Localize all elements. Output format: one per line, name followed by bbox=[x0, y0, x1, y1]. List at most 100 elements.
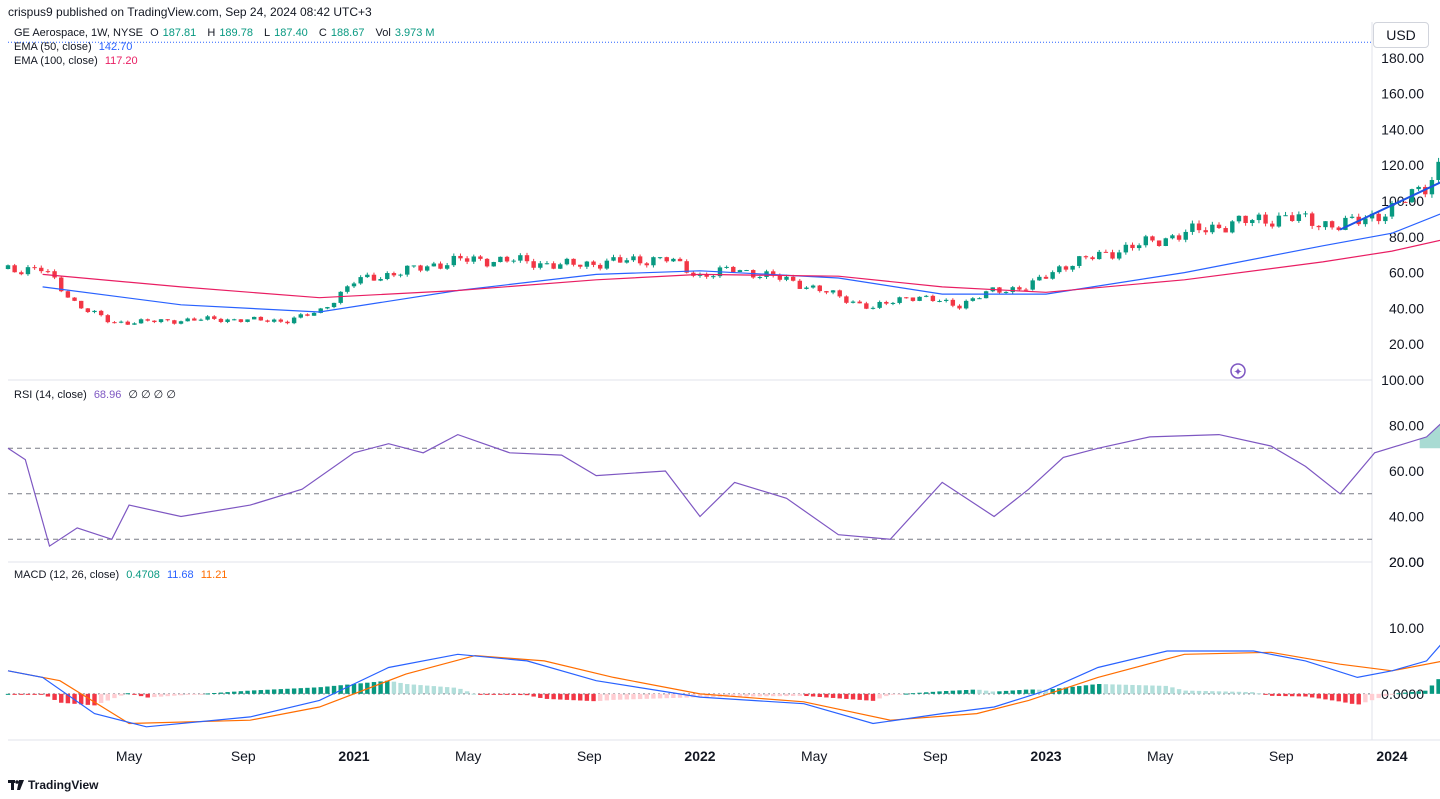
currency-button[interactable]: USD bbox=[1373, 22, 1429, 48]
macd-label: MACD (12, 26, close) bbox=[14, 569, 120, 581]
candle-body bbox=[458, 255, 463, 259]
macd-histogram-bar bbox=[1230, 691, 1235, 694]
macd-histogram-bar bbox=[198, 693, 204, 695]
candle-body bbox=[1183, 231, 1188, 240]
candle-body bbox=[1283, 215, 1288, 217]
event-marker-icon bbox=[1230, 363, 1246, 379]
candle-body bbox=[371, 274, 377, 281]
macd-histogram-bar bbox=[1270, 693, 1275, 696]
rsi-axis-label: 60.00 bbox=[1389, 463, 1424, 479]
time-axis-label: 2024 bbox=[1376, 748, 1407, 764]
candle-body bbox=[478, 256, 483, 259]
macd-histogram-bar bbox=[1196, 690, 1202, 694]
candle-body bbox=[351, 283, 357, 287]
close-value: 188.67 bbox=[330, 27, 365, 39]
low-label: L bbox=[264, 27, 271, 39]
candle-body bbox=[711, 276, 716, 278]
macd-histogram-bar bbox=[890, 693, 896, 695]
candle-body bbox=[491, 262, 496, 267]
candle-body bbox=[451, 255, 457, 266]
macd-histogram-bar bbox=[245, 690, 250, 694]
macd-histogram-bar bbox=[551, 693, 556, 700]
macd-histogram-bar bbox=[238, 691, 244, 694]
candle-body bbox=[365, 274, 370, 278]
macd-histogram-bar bbox=[657, 693, 663, 699]
price-axis-label: 180.00 bbox=[1381, 50, 1424, 66]
candle-body bbox=[1196, 223, 1202, 231]
macd-histogram-bar bbox=[1303, 693, 1308, 697]
ema50-legend[interactable]: EMA (50, close) 142.70 bbox=[14, 41, 136, 53]
candle-body bbox=[531, 261, 536, 268]
macd-histogram-bar bbox=[424, 685, 430, 694]
macd-histogram-bar bbox=[1356, 693, 1361, 705]
macd-histogram-bar bbox=[1170, 687, 1175, 694]
candle-body bbox=[564, 258, 570, 265]
ema100-legend[interactable]: EMA (100, close) 117.20 bbox=[14, 55, 142, 67]
price-axis-label: 60.00 bbox=[1389, 265, 1424, 281]
vol-value: 3.973 M bbox=[394, 27, 435, 39]
macd-histogram-bar bbox=[1163, 685, 1168, 694]
candle-body bbox=[1223, 228, 1228, 233]
price-legend[interactable]: GE Aerospace, 1W, NYSE O 187.81 H 189.78 L… bbox=[14, 27, 443, 39]
candle-body bbox=[1343, 217, 1348, 230]
candle-body bbox=[1017, 287, 1022, 290]
macd-histogram-bar bbox=[305, 687, 310, 694]
macd-histogram-bar bbox=[817, 693, 822, 697]
candle-body bbox=[737, 270, 743, 273]
candle-body bbox=[471, 256, 476, 262]
time-axis-label: Sep bbox=[577, 748, 602, 764]
macd-histogram-bar bbox=[704, 693, 709, 698]
macd-hist-value: 0.4708 bbox=[126, 569, 160, 581]
price-axis-label: 140.00 bbox=[1381, 121, 1424, 137]
candle-body bbox=[85, 308, 91, 313]
macd-histogram-bar bbox=[1429, 685, 1435, 694]
candle-body bbox=[98, 310, 104, 316]
macd-histogram-bar bbox=[418, 685, 423, 694]
macd-legend[interactable]: MACD (12, 26, close) 0.4708 11.68 11.21 bbox=[14, 569, 231, 581]
candle-body bbox=[25, 267, 31, 275]
macd-histogram-bar bbox=[125, 693, 130, 695]
candle-body bbox=[1116, 252, 1122, 259]
macd-histogram-bar bbox=[697, 693, 703, 698]
candle-body bbox=[1303, 213, 1308, 215]
candle-body bbox=[1050, 272, 1055, 279]
macd-histogram-bar bbox=[438, 686, 443, 694]
candle-body bbox=[1363, 218, 1368, 225]
macd-histogram-bar bbox=[278, 689, 284, 694]
candle-body bbox=[438, 263, 443, 269]
macd-histogram-bar bbox=[52, 693, 57, 700]
macd-histogram-bar bbox=[1210, 691, 1215, 694]
candle-body bbox=[238, 319, 244, 322]
macd-histogram-bar bbox=[1123, 684, 1129, 694]
candle-body bbox=[1097, 251, 1102, 260]
macd-histogram-bar bbox=[158, 693, 164, 697]
macd-histogram-bar bbox=[451, 687, 457, 694]
candle-body bbox=[1309, 213, 1315, 226]
macd-histogram-bar bbox=[1289, 693, 1295, 697]
candle-body bbox=[192, 318, 197, 321]
macd-histogram-bar bbox=[664, 693, 669, 699]
macd-histogram-bar bbox=[138, 693, 144, 697]
candle-body bbox=[484, 258, 490, 267]
macd-histogram-bar bbox=[1216, 691, 1222, 694]
candle-body bbox=[551, 263, 556, 269]
macd-histogram-bar bbox=[877, 693, 882, 699]
rsi-legend[interactable]: RSI (14, close) 68.96 ∅ ∅ ∅ ∅ bbox=[14, 388, 180, 401]
macd-histogram-bar bbox=[824, 693, 829, 698]
macd-histogram-bar bbox=[930, 691, 936, 694]
candle-body bbox=[391, 273, 397, 276]
macd-histogram-bar bbox=[325, 686, 330, 694]
macd-histogram-bar bbox=[684, 693, 689, 698]
tradingview-logo[interactable]: TradingView bbox=[8, 778, 98, 792]
macd-histogram-bar bbox=[1057, 688, 1062, 694]
macd-histogram-bar bbox=[192, 693, 197, 695]
candle-body bbox=[1243, 215, 1248, 224]
macd-histogram-bar bbox=[1176, 689, 1182, 694]
candle-body bbox=[1416, 186, 1421, 190]
macd-histogram-bar bbox=[1083, 685, 1089, 694]
candle-body bbox=[704, 274, 709, 277]
time-axis-label: Sep bbox=[923, 748, 948, 764]
candle-body bbox=[637, 256, 643, 264]
candle-body bbox=[538, 263, 543, 268]
